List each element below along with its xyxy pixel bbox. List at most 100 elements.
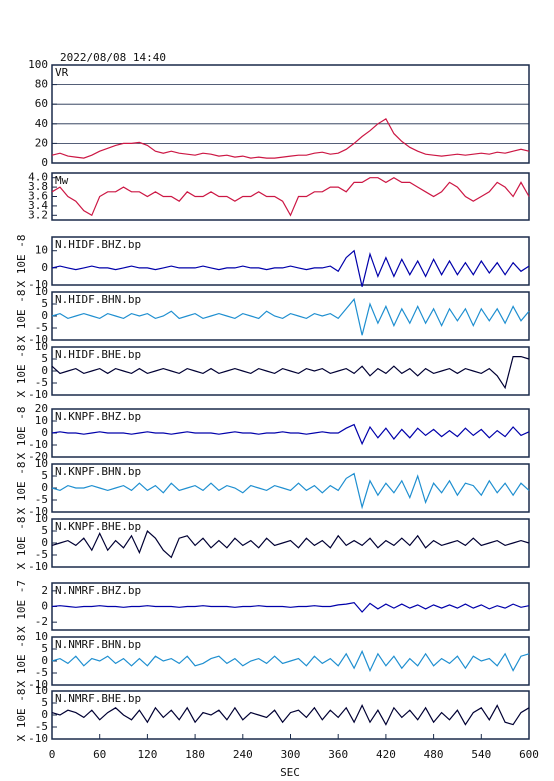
y-tick-label: 0 — [41, 309, 48, 322]
y-tick-label: 10 — [35, 630, 48, 643]
y-tick-label: -5 — [35, 720, 48, 733]
y-tick-label: -10 — [28, 678, 48, 691]
y-tick-label: 10 — [35, 244, 48, 257]
y-axis-label: X 10E -8 — [15, 407, 28, 460]
y-tick-label: -5 — [35, 548, 48, 561]
x-tick-label: 360 — [328, 748, 348, 761]
y-tick-label: 10 — [35, 457, 48, 470]
panel-frame — [51, 64, 530, 164]
x-tick-label: 240 — [233, 748, 253, 761]
y-tick-label: -2 — [35, 615, 48, 628]
series-line — [51, 601, 530, 613]
y-tick-label: 5 — [41, 297, 48, 310]
y-tick-label: 10 — [35, 512, 48, 525]
y-tick-label: 20 — [35, 136, 48, 149]
series-label: N.NMRF.BHE.bp — [55, 692, 141, 705]
y-tick-label: 0 — [41, 156, 48, 169]
panel-frame — [51, 236, 530, 286]
y-tick-label: 5 — [41, 469, 48, 482]
y-tick-label: 80 — [35, 78, 48, 91]
y-tick-label: -5 — [35, 493, 48, 506]
series-label: N.HIDF.BHN.bp — [55, 293, 141, 306]
series-label: N.NMRF.BHN.bp — [55, 638, 141, 651]
y-tick-label: 10 — [35, 414, 48, 427]
y-tick-label: 3.8 — [28, 180, 48, 193]
y-tick-label: 40 — [35, 117, 48, 130]
series-label: VR — [55, 66, 69, 79]
y-tick-label: -10 — [28, 333, 48, 346]
y-tick-label: -10 — [28, 278, 48, 291]
y-tick-label: 2 — [41, 584, 48, 597]
x-tick-label: 420 — [376, 748, 396, 761]
y-tick-label: 0 — [41, 600, 48, 613]
y-tick-label: 0 — [41, 364, 48, 377]
y-tick-label: 10 — [35, 340, 48, 353]
y-tick-label: 3.6 — [28, 190, 48, 203]
y-tick-label: 10 — [35, 285, 48, 298]
series-label: N.HIDF.BHZ.bp — [55, 238, 141, 251]
y-tick-label: -10 — [28, 438, 48, 451]
series-line — [51, 356, 530, 390]
y-axis-label: X 10E -8 — [15, 517, 28, 570]
y-tick-label: 20 — [35, 402, 48, 415]
y-tick-label: 0 — [41, 654, 48, 667]
x-tick-label: 600 — [519, 748, 539, 761]
y-tick-label: 5 — [41, 524, 48, 537]
y-tick-label: -5 — [35, 376, 48, 389]
y-tick-label: -10 — [28, 732, 48, 745]
y-axis-label: X 10E -8 — [15, 635, 28, 688]
series-line — [51, 297, 530, 336]
series-line — [51, 118, 530, 159]
chart-title: 2022/08/08 14:40 — [60, 51, 166, 64]
y-tick-label: 0 — [41, 536, 48, 549]
y-axis-label: X 10E -8 — [15, 290, 28, 343]
series-line — [51, 249, 530, 287]
y-tick-label: -20 — [28, 450, 48, 463]
x-tick-label: 540 — [471, 748, 491, 761]
x-tick-label: 120 — [137, 748, 157, 761]
y-tick-label: 5 — [41, 696, 48, 709]
y-tick-label: 60 — [35, 97, 48, 110]
series-line — [51, 423, 530, 446]
series-line — [51, 177, 530, 217]
y-tick-label: 0 — [41, 261, 48, 274]
series-line — [51, 529, 530, 559]
y-axis-label: X 10E -8 — [15, 345, 28, 398]
y-tick-label: 0 — [41, 426, 48, 439]
series-label: N.NMRF.BHZ.bp — [55, 584, 141, 597]
y-tick-label: 10 — [35, 684, 48, 697]
series-line — [51, 472, 530, 510]
y-tick-label: 100 — [28, 58, 48, 71]
series-label: Mw — [55, 174, 69, 187]
x-tick-label: 480 — [424, 748, 444, 761]
y-tick-label: 5 — [41, 352, 48, 365]
series-line — [51, 703, 530, 726]
y-tick-label: 3.4 — [28, 199, 48, 212]
y-tick-label: 0 — [41, 708, 48, 721]
y-tick-label: 5 — [41, 642, 48, 655]
y-axis-label: X 10E -7 — [15, 580, 28, 633]
series-line — [51, 649, 530, 673]
y-axis-label: X 10E -8 — [15, 462, 28, 515]
y-tick-label: -5 — [35, 666, 48, 679]
y-tick-label: -10 — [28, 388, 48, 401]
y-axis-label: X 10E -8 — [15, 689, 28, 742]
x-tick-label: 300 — [281, 748, 301, 761]
series-label: N.HIDF.BHE.bp — [55, 348, 141, 361]
series-label: N.KNPF.BHE.bp — [55, 520, 141, 533]
x-tick-label: 60 — [93, 748, 106, 761]
y-tick-label: -5 — [35, 321, 48, 334]
x-axis-label: SEC — [280, 766, 300, 779]
y-tick-label: -10 — [28, 560, 48, 573]
x-tick-label: 180 — [185, 748, 205, 761]
x-tick-label: 0 — [49, 748, 56, 761]
panel-frame — [51, 172, 530, 221]
y-axis-label: X 10E -8 — [15, 235, 28, 288]
y-tick-label: 4.0 — [28, 171, 48, 184]
y-tick-label: 0 — [41, 481, 48, 494]
y-tick-label: -10 — [28, 505, 48, 518]
y-tick-label: 3.2 — [28, 208, 48, 221]
series-label: N.KNPF.BHZ.bp — [55, 410, 141, 423]
series-label: N.KNPF.BHN.bp — [55, 465, 141, 478]
